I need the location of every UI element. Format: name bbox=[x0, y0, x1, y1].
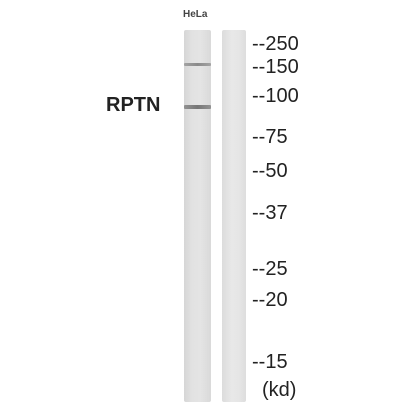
marker-label-15: --15 bbox=[252, 351, 288, 373]
marker-label-250: --250 bbox=[252, 33, 299, 55]
marker-label-100: --100 bbox=[252, 85, 299, 107]
band-rptn bbox=[184, 105, 211, 109]
marker-label-150: --150 bbox=[252, 56, 299, 78]
marker-label-20: --20 bbox=[252, 289, 288, 311]
control-lane bbox=[222, 30, 246, 402]
band-150kd bbox=[184, 63, 211, 66]
marker-label-37: --37 bbox=[252, 202, 288, 224]
sample-label: HeLa bbox=[183, 9, 208, 20]
marker-label-75: --75 bbox=[252, 126, 288, 148]
marker-label-25: --25 bbox=[252, 258, 288, 280]
sample-lane bbox=[184, 30, 211, 402]
marker-label-50: --50 bbox=[252, 160, 288, 182]
protein-label: RPTN bbox=[106, 94, 161, 116]
unit-label: (kd) bbox=[262, 379, 297, 401]
